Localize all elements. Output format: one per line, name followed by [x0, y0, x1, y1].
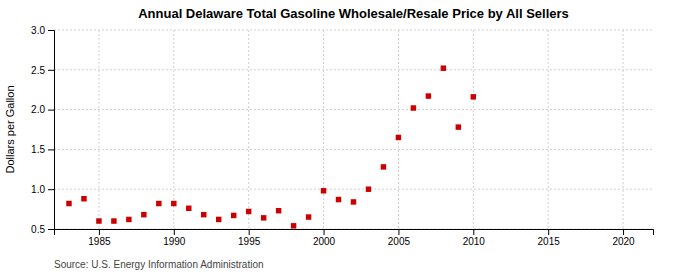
x-axis-tick-mark — [99, 229, 100, 235]
point — [246, 209, 251, 214]
grid-line-x — [98, 30, 99, 229]
grid-line-x — [623, 30, 624, 229]
plot-area: 1985 1990 1995 2000 2005 2010 2015 2020 0.5 1.0 1.… — [31, 25, 653, 247]
y-axis-tick: 1.0 — [31, 184, 54, 195]
x-axis-tick-label: 1985 — [88, 236, 111, 247]
x-axis-tick-label: 1990 — [163, 236, 186, 247]
y-axis-tick: 3.0 — [31, 25, 54, 36]
y-axis-tick-label: 2.0 — [31, 104, 45, 115]
point — [201, 212, 206, 217]
x-axis-tick: 1985 — [88, 229, 111, 247]
grid-line-x — [248, 30, 249, 229]
point — [456, 124, 461, 129]
point — [261, 215, 266, 220]
y-axis-title: Dollars per Gallon — [4, 85, 16, 173]
points — [66, 65, 476, 228]
point — [396, 135, 401, 140]
point — [231, 213, 236, 218]
y-axis-tick: 2.0 — [31, 104, 54, 115]
y-axis-tick-label: 1.0 — [31, 184, 45, 195]
grid — [54, 30, 653, 229]
y-axis-tick-label: 2.5 — [31, 65, 45, 76]
x-axis-tick-mark — [174, 229, 175, 235]
y-axis-tick-mark — [48, 229, 54, 230]
grid-line-y — [54, 30, 653, 31]
point — [336, 197, 341, 202]
point — [186, 206, 191, 211]
y-axis-tick: 0.5 — [31, 224, 54, 235]
x-axis-tick-mark — [324, 229, 325, 235]
grid-line-x — [548, 30, 549, 229]
y-axis-tick-mark — [48, 149, 54, 150]
point — [411, 105, 416, 110]
grid-line-y — [54, 109, 653, 110]
y-axis-tick-mark — [48, 189, 54, 190]
x-axis: 1985 1990 1995 2000 2005 2010 2015 2020 — [55, 229, 654, 247]
y-axis-tick-label: 1.5 — [31, 144, 45, 155]
point — [111, 218, 116, 223]
point — [291, 223, 296, 228]
point — [141, 212, 146, 217]
y-axis-tick: 2.5 — [31, 65, 54, 76]
x-axis-tick-label: 2005 — [388, 236, 411, 247]
y-axis-tick-label: 0.5 — [31, 224, 45, 235]
y-axis-tick-label: 3.0 — [31, 25, 45, 36]
x-axis-tick: 2010 — [463, 229, 486, 247]
point — [276, 208, 281, 213]
y-axis: 0.5 1.0 1.5 2.0 2.5 3.0 — [31, 25, 54, 235]
point — [126, 217, 131, 222]
y-axis-tick-mark — [48, 110, 54, 111]
point — [216, 217, 221, 222]
x-axis-tick-label: 1995 — [238, 236, 261, 247]
point — [381, 164, 386, 169]
point — [96, 218, 101, 223]
x-axis-tick-mark — [249, 229, 250, 235]
point — [306, 214, 311, 219]
point — [66, 201, 71, 206]
x-axis-tick-label: 2000 — [313, 236, 336, 247]
source-note: Source: U.S. Energy Information Administ… — [54, 259, 264, 270]
y-axis-tick-mark — [48, 70, 54, 71]
x-axis-tick-mark — [398, 229, 399, 235]
point — [441, 65, 446, 70]
grid-line-y — [54, 189, 653, 190]
grid-line-y — [54, 69, 653, 70]
x-axis-tick-mark — [473, 229, 474, 235]
point — [426, 93, 431, 98]
grid-line-x — [473, 30, 474, 229]
grid-line-y — [54, 149, 653, 150]
x-axis-tick-label: 2010 — [463, 236, 486, 247]
point — [471, 94, 476, 99]
grid-line-x — [323, 30, 324, 229]
point — [171, 201, 176, 206]
point — [156, 201, 161, 206]
x-axis-tick-mark — [623, 229, 624, 235]
grid-line-x — [398, 30, 399, 229]
y-axis-tick: 1.5 — [31, 144, 54, 155]
x-axis-tick: 2005 — [388, 229, 411, 247]
x-axis-line — [55, 230, 654, 236]
x-axis-tick-mark — [548, 229, 549, 235]
point — [81, 196, 86, 201]
y-axis-line — [48, 31, 55, 230]
grid-line-x — [173, 30, 174, 229]
title: Annual Delaware Total Gasoline Wholesale… — [138, 6, 569, 21]
x-axis-tick-label: 2020 — [612, 236, 635, 247]
chart: 1985 1990 1995 2000 2005 2010 2015 2020 0.5 1.0 1.… — [0, 0, 675, 275]
x-axis-tick: 2000 — [313, 229, 336, 247]
x-axis-tick: 1990 — [163, 229, 186, 247]
point — [321, 188, 326, 193]
y-axis-tick-mark — [48, 30, 54, 31]
x-axis-tick: 1995 — [238, 229, 261, 247]
x-axis-tick-label: 2015 — [538, 236, 561, 247]
x-axis-tick: 2020 — [612, 229, 635, 247]
x-axis-tick: 2015 — [538, 229, 561, 247]
point — [351, 199, 356, 204]
point — [366, 186, 371, 191]
